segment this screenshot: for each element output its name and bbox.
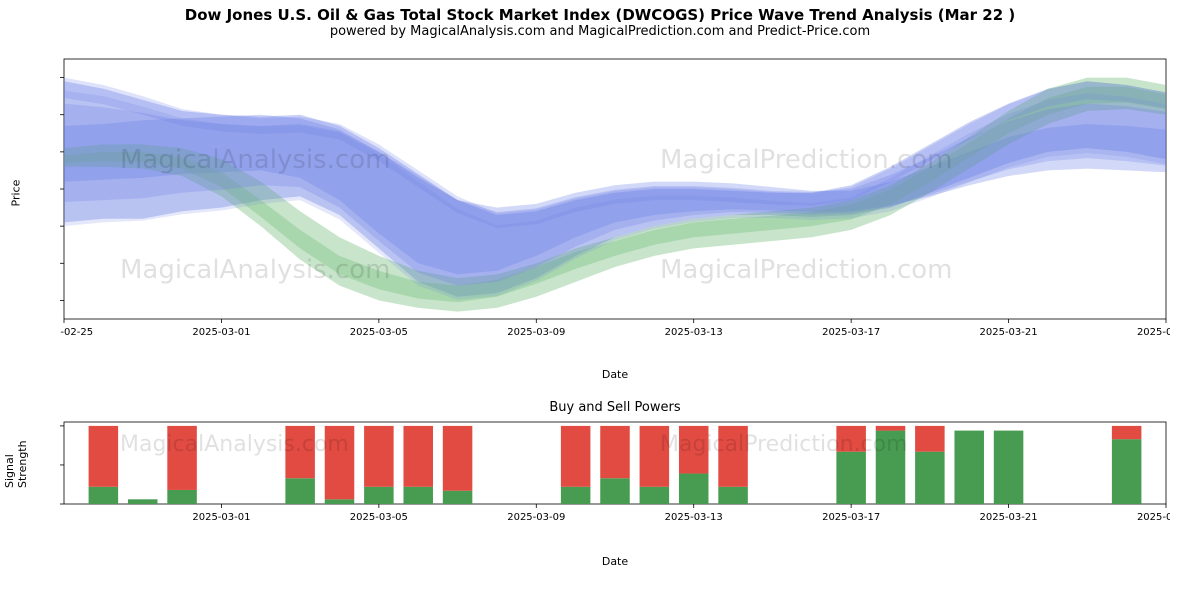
top-xlabel: Date — [60, 368, 1170, 381]
svg-text:2025-02-25: 2025-02-25 — [60, 327, 93, 338]
price-wave-chart: 66006700680069007000710072002025-02-2520… — [60, 55, 1170, 345]
svg-text:2025-03-17: 2025-03-17 — [822, 512, 880, 523]
svg-text:2025-03-17: 2025-03-17 — [822, 327, 880, 338]
page-title: Dow Jones U.S. Oil & Gas Total Stock Mar… — [0, 6, 1200, 24]
svg-text:2025-03-21: 2025-03-21 — [980, 327, 1038, 338]
top-ylabel: Price — [10, 187, 23, 207]
svg-text:2025-03-21: 2025-03-21 — [980, 512, 1038, 523]
svg-text:2025-03-01: 2025-03-01 — [192, 327, 250, 338]
svg-text:2025-03-05: 2025-03-05 — [350, 512, 408, 523]
svg-text:2025-03-13: 2025-03-13 — [665, 327, 723, 338]
svg-text:2025-03-09: 2025-03-09 — [507, 327, 565, 338]
page-subtitle: powered by MagicalAnalysis.com and Magic… — [0, 24, 1200, 40]
svg-text:2025-03-05: 2025-03-05 — [350, 327, 408, 338]
svg-text:2025-03-01: 2025-03-01 — [192, 512, 250, 523]
svg-text:2025-03-09: 2025-03-09 — [507, 512, 565, 523]
svg-text:2025-03-25: 2025-03-25 — [1137, 327, 1170, 338]
svg-text:2025-03-13: 2025-03-13 — [665, 512, 723, 523]
bottom-chart-title: Buy and Sell Powers — [60, 400, 1170, 415]
bottom-ylabel: Signal Strength — [3, 468, 29, 488]
bottom-xlabel: Date — [60, 555, 1170, 568]
buy-sell-chart: 0.00.51.02025-03-012025-03-052025-03-092… — [60, 420, 1170, 530]
svg-text:2025-03-25: 2025-03-25 — [1137, 512, 1170, 523]
